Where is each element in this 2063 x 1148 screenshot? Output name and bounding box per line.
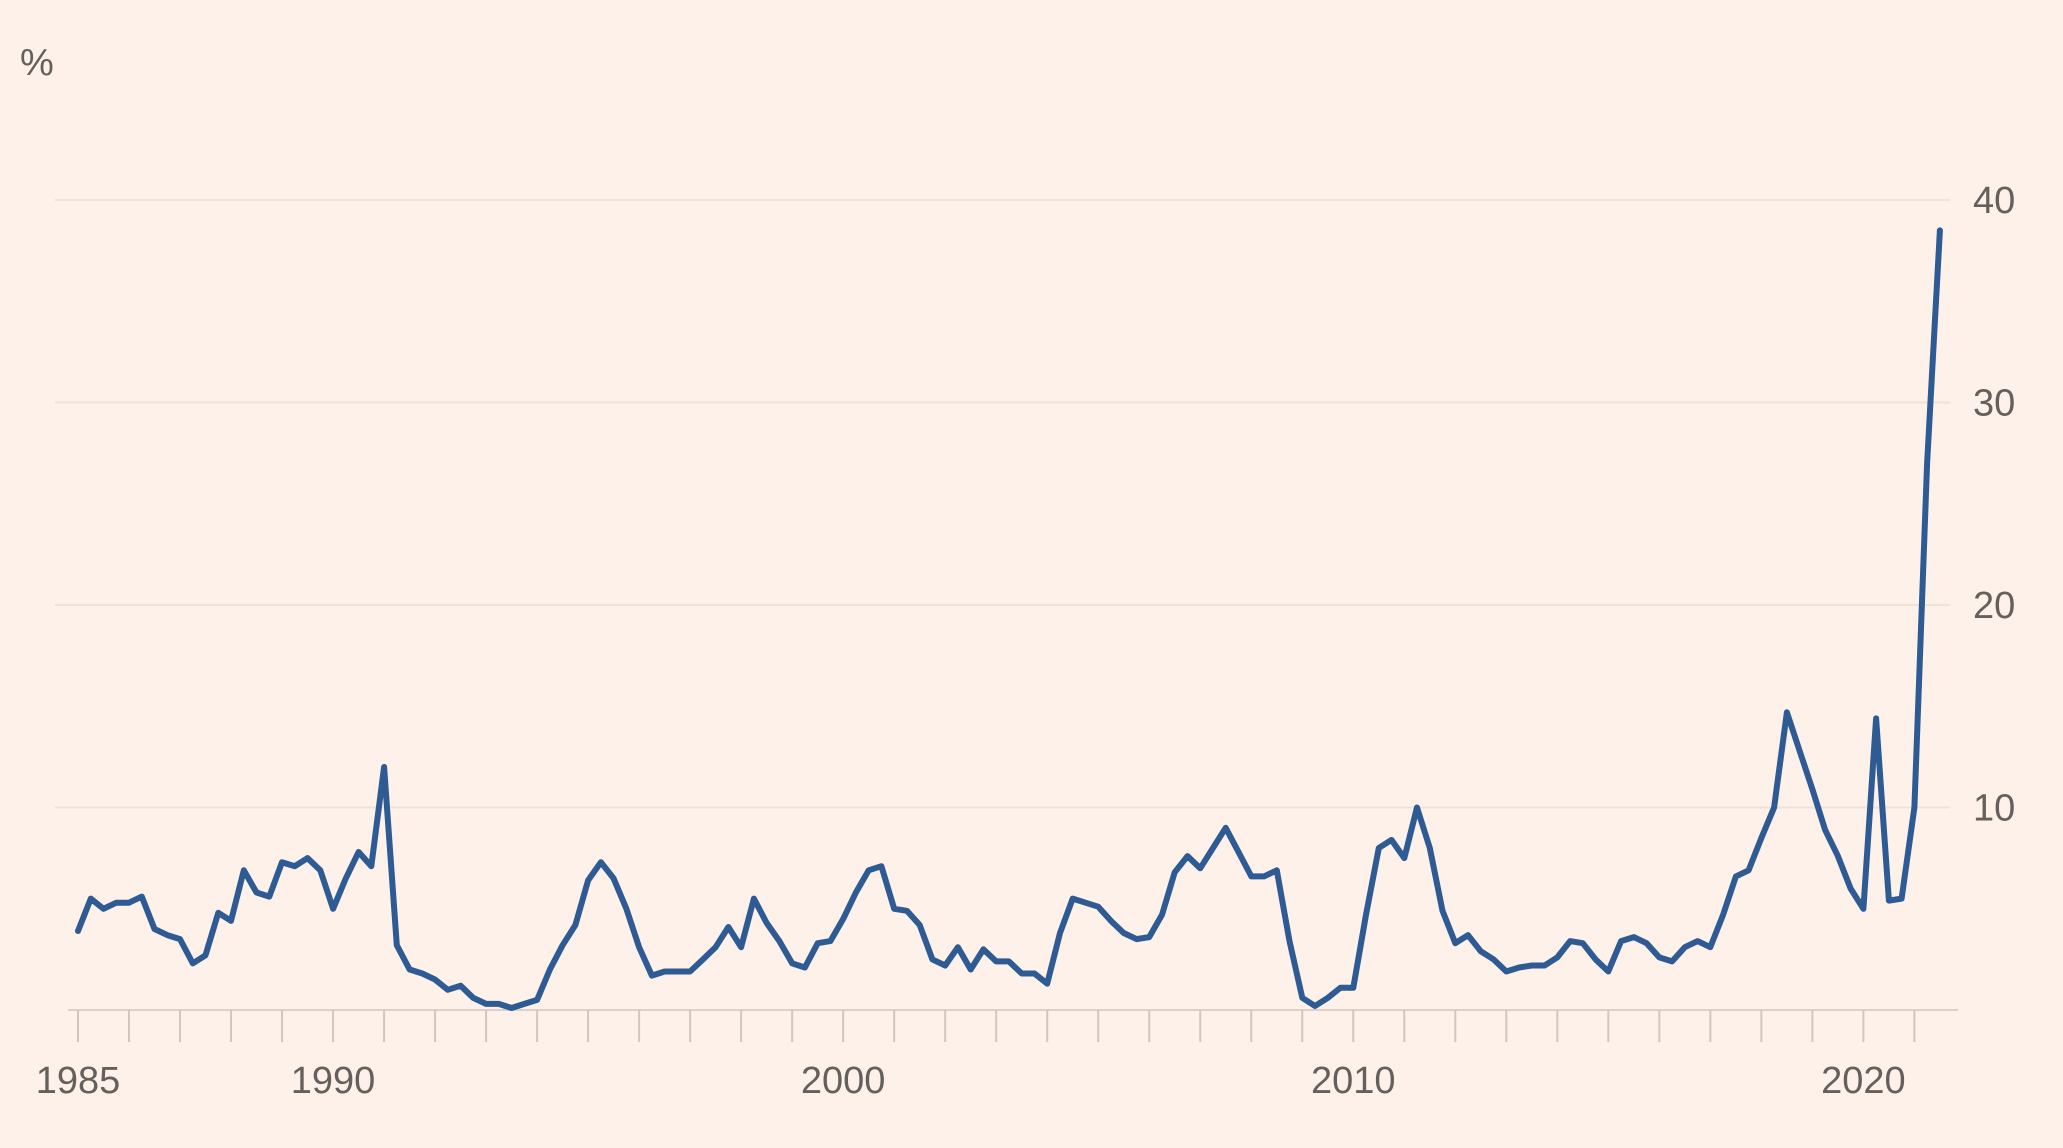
y-axis-labels: 10 20 30 40: [1973, 180, 2015, 830]
series-layer: [75, 227, 1943, 1011]
x-tick-label-1985: 1985: [36, 1060, 121, 1102]
x-axis: [68, 1009, 1958, 1042]
series-line-0: [75, 227, 1943, 1011]
y-tick-label-40: 40: [1973, 180, 2015, 222]
y-unit-label: %: [20, 42, 54, 84]
x-axis-labels: 1985 1990 2000 2010 2020: [36, 1060, 1906, 1102]
x-tick-label-1990: 1990: [291, 1060, 376, 1102]
x-tick-label-2000: 2000: [801, 1060, 886, 1102]
x-tick-label-2020: 2020: [1821, 1060, 1906, 1102]
y-tick-label-10: 10: [1973, 788, 2015, 830]
y-tick-label-20: 20: [1973, 585, 2015, 627]
gridlines: [55, 199, 1950, 809]
x-tick-label-2010: 2010: [1311, 1060, 1396, 1102]
y-tick-label-30: 30: [1973, 383, 2015, 425]
